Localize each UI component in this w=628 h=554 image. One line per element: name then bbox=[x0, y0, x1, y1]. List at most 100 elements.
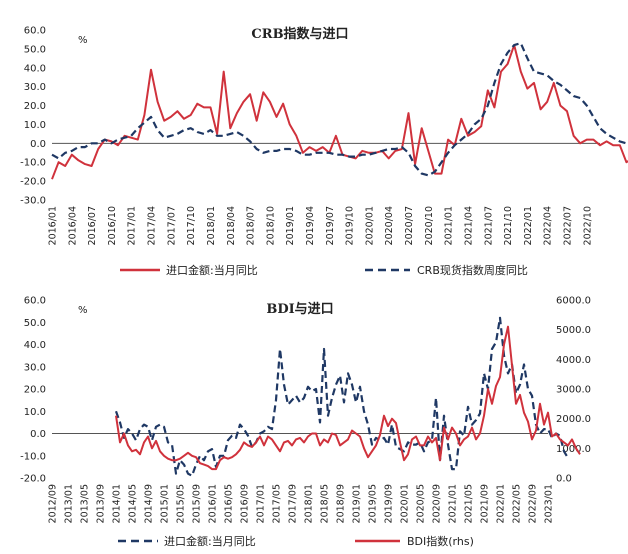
x-tick-label: 2017/07 bbox=[166, 206, 177, 245]
chart1-title: CRB指数与进口 bbox=[251, 26, 348, 42]
y-tick-label: 10.0 bbox=[24, 120, 46, 131]
x-tick-label: 2022/07 bbox=[563, 206, 574, 245]
x-tick-label: 2016/01 bbox=[48, 206, 59, 245]
y-tick-label: 50.0 bbox=[24, 44, 46, 55]
chart2-x-axis: 2012/09 2013/01 2013/05 2013/09 2014/01 2014/… bbox=[48, 484, 555, 523]
x-tick-label: 2018/04 bbox=[226, 206, 237, 245]
y2-tick-label: 1000.0 bbox=[556, 444, 591, 455]
x-tick-label: 2020/01 bbox=[400, 484, 411, 523]
series-line-0 bbox=[114, 316, 569, 477]
x-tick-label: 2019/01 bbox=[352, 484, 363, 523]
x-tick-label: 2022/10 bbox=[582, 206, 593, 245]
x-tick-label: 2016/07 bbox=[87, 206, 98, 245]
x-tick-label: 2018/01 bbox=[206, 206, 217, 245]
y-tick-label: -20.0 bbox=[20, 474, 46, 485]
chart1-x-axis: 2016/01 2016/04 2016/07 2016/10 2017/01 2017/… bbox=[48, 206, 594, 245]
x-tick-label: 2013/01 bbox=[64, 484, 75, 523]
y-tick-label: 60.0 bbox=[24, 296, 46, 307]
series-line-1 bbox=[51, 42, 628, 177]
x-tick-label: 2012/09 bbox=[48, 484, 59, 523]
chart2-y-axis-left: 60.0 50.0 40.0 30.0 20.0 10.0 0.0 -10.0 -20.0 bbox=[20, 296, 46, 485]
y-tick-label: -10.0 bbox=[20, 158, 46, 169]
y-tick-label: -10.0 bbox=[20, 451, 46, 462]
x-tick-label: 2022/01 bbox=[523, 206, 534, 245]
x-tick-label: 2017/01 bbox=[256, 484, 267, 523]
x-tick-label: 2018/07 bbox=[246, 206, 257, 245]
y-tick-label: 30.0 bbox=[24, 362, 46, 373]
legend1-red-label: 进口金额:当月同比 bbox=[166, 263, 258, 277]
x-tick-label: 2022/05 bbox=[512, 484, 523, 523]
legend2-red-label: BDI指数(rhs) bbox=[407, 534, 474, 548]
x-tick-label: 2016/10 bbox=[107, 206, 118, 245]
x-tick-label: 2013/09 bbox=[96, 484, 107, 523]
y-tick-label: 0.0 bbox=[30, 429, 46, 440]
y-tick-label: 40.0 bbox=[24, 340, 46, 351]
x-tick-label: 2022/04 bbox=[543, 206, 554, 245]
legend1-navy-label: CRB现货指数周度同比 bbox=[417, 263, 528, 277]
x-tick-label: 2018/09 bbox=[336, 484, 347, 523]
y-tick-label: 50.0 bbox=[24, 318, 46, 329]
chart2-legend: 进口金额:当月同比 BDI指数(rhs) bbox=[118, 534, 474, 548]
x-tick-label: 2018/10 bbox=[265, 206, 276, 245]
x-tick-label: 2014/05 bbox=[128, 484, 139, 523]
x-tick-label: 2020/01 bbox=[364, 206, 375, 245]
x-tick-label: 2021/05 bbox=[464, 484, 475, 523]
x-tick-label: 2017/10 bbox=[186, 206, 197, 245]
y-tick-label: 20.0 bbox=[24, 385, 46, 396]
y-tick-label: -20.0 bbox=[20, 177, 46, 188]
chart1-ylabel: % bbox=[78, 35, 88, 46]
x-tick-label: 2014/01 bbox=[112, 484, 123, 523]
x-tick-label: 2021/09 bbox=[480, 484, 491, 523]
x-tick-label: 2019/10 bbox=[345, 206, 356, 245]
series-line-1 bbox=[115, 325, 581, 471]
x-tick-label: 2018/05 bbox=[320, 484, 331, 523]
y2-tick-label: 3000.0 bbox=[556, 385, 591, 396]
x-tick-label: 2017/09 bbox=[288, 484, 299, 523]
x-tick-label: 2018/01 bbox=[304, 484, 315, 523]
x-tick-label: 2015/05 bbox=[176, 484, 187, 523]
x-tick-label: 2020/07 bbox=[404, 206, 415, 245]
x-tick-label: 2016/05 bbox=[224, 484, 235, 523]
x-tick-label: 2021/01 bbox=[444, 206, 455, 245]
y-tick-label: 40.0 bbox=[24, 63, 46, 74]
x-tick-label: 2019/05 bbox=[368, 484, 379, 523]
y-tick-label: 0.0 bbox=[30, 139, 46, 150]
x-tick-label: 2016/04 bbox=[67, 206, 78, 245]
x-tick-label: 2016/09 bbox=[240, 484, 251, 523]
chart2-series-group bbox=[114, 316, 581, 477]
x-tick-label: 2022/09 bbox=[528, 484, 539, 523]
x-tick-label: 2016/01 bbox=[208, 484, 219, 523]
series-line-0 bbox=[51, 44, 628, 180]
chart2-title: BDI与进口 bbox=[266, 302, 333, 317]
x-tick-label: 2014/09 bbox=[144, 484, 155, 523]
y2-tick-label: 4000.0 bbox=[556, 355, 591, 366]
x-tick-label: 2015/09 bbox=[192, 484, 203, 523]
x-tick-label: 2019/07 bbox=[325, 206, 336, 245]
x-tick-label: 2021/01 bbox=[448, 484, 459, 523]
chart2-ylabel: % bbox=[78, 305, 88, 316]
x-tick-label: 2021/07 bbox=[483, 206, 494, 245]
y-tick-label: 60.0 bbox=[24, 26, 46, 37]
x-tick-label: 2013/05 bbox=[80, 484, 91, 523]
chart2-y-axis-right: 6000.0 5000.0 4000.0 3000.0 2000.0 1000.0 0.0 bbox=[556, 296, 591, 485]
y-tick-label: 20.0 bbox=[24, 101, 46, 112]
x-tick-label: 2019/01 bbox=[285, 206, 296, 245]
x-tick-label: 2022/01 bbox=[496, 484, 507, 523]
x-tick-label: 2020/04 bbox=[384, 206, 395, 245]
legend2-navy-label: 进口金额:当月同比 bbox=[164, 534, 256, 548]
x-tick-label: 2023/01 bbox=[544, 484, 555, 523]
chart1-y-axis: 60.0 50.0 40.0 30.0 20.0 10.0 0.0 -10.0 -20.0 -30… bbox=[20, 26, 46, 207]
x-tick-label: 2021/10 bbox=[503, 206, 514, 245]
x-tick-label: 2017/05 bbox=[272, 484, 283, 523]
x-tick-label: 2020/05 bbox=[416, 484, 427, 523]
y2-tick-label: 5000.0 bbox=[556, 325, 591, 336]
y2-tick-label: 0.0 bbox=[556, 474, 572, 485]
x-tick-label: 2017/01 bbox=[127, 206, 138, 245]
x-tick-label: 2020/09 bbox=[432, 484, 443, 523]
chart1-series-group bbox=[51, 42, 628, 180]
x-tick-label: 2019/09 bbox=[384, 484, 395, 523]
y-tick-label: 30.0 bbox=[24, 82, 46, 93]
y-tick-label: -30.0 bbox=[20, 196, 46, 207]
y-tick-label: 10.0 bbox=[24, 407, 46, 418]
